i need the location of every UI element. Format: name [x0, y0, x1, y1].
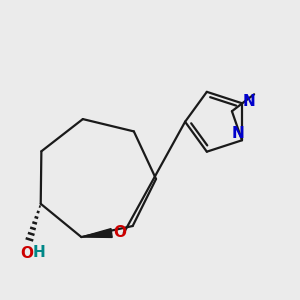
- Text: H: H: [32, 245, 45, 260]
- Text: N: N: [243, 94, 256, 109]
- Polygon shape: [81, 229, 112, 237]
- Text: O: O: [113, 225, 126, 240]
- Text: N: N: [232, 126, 244, 141]
- Text: O: O: [20, 246, 33, 261]
